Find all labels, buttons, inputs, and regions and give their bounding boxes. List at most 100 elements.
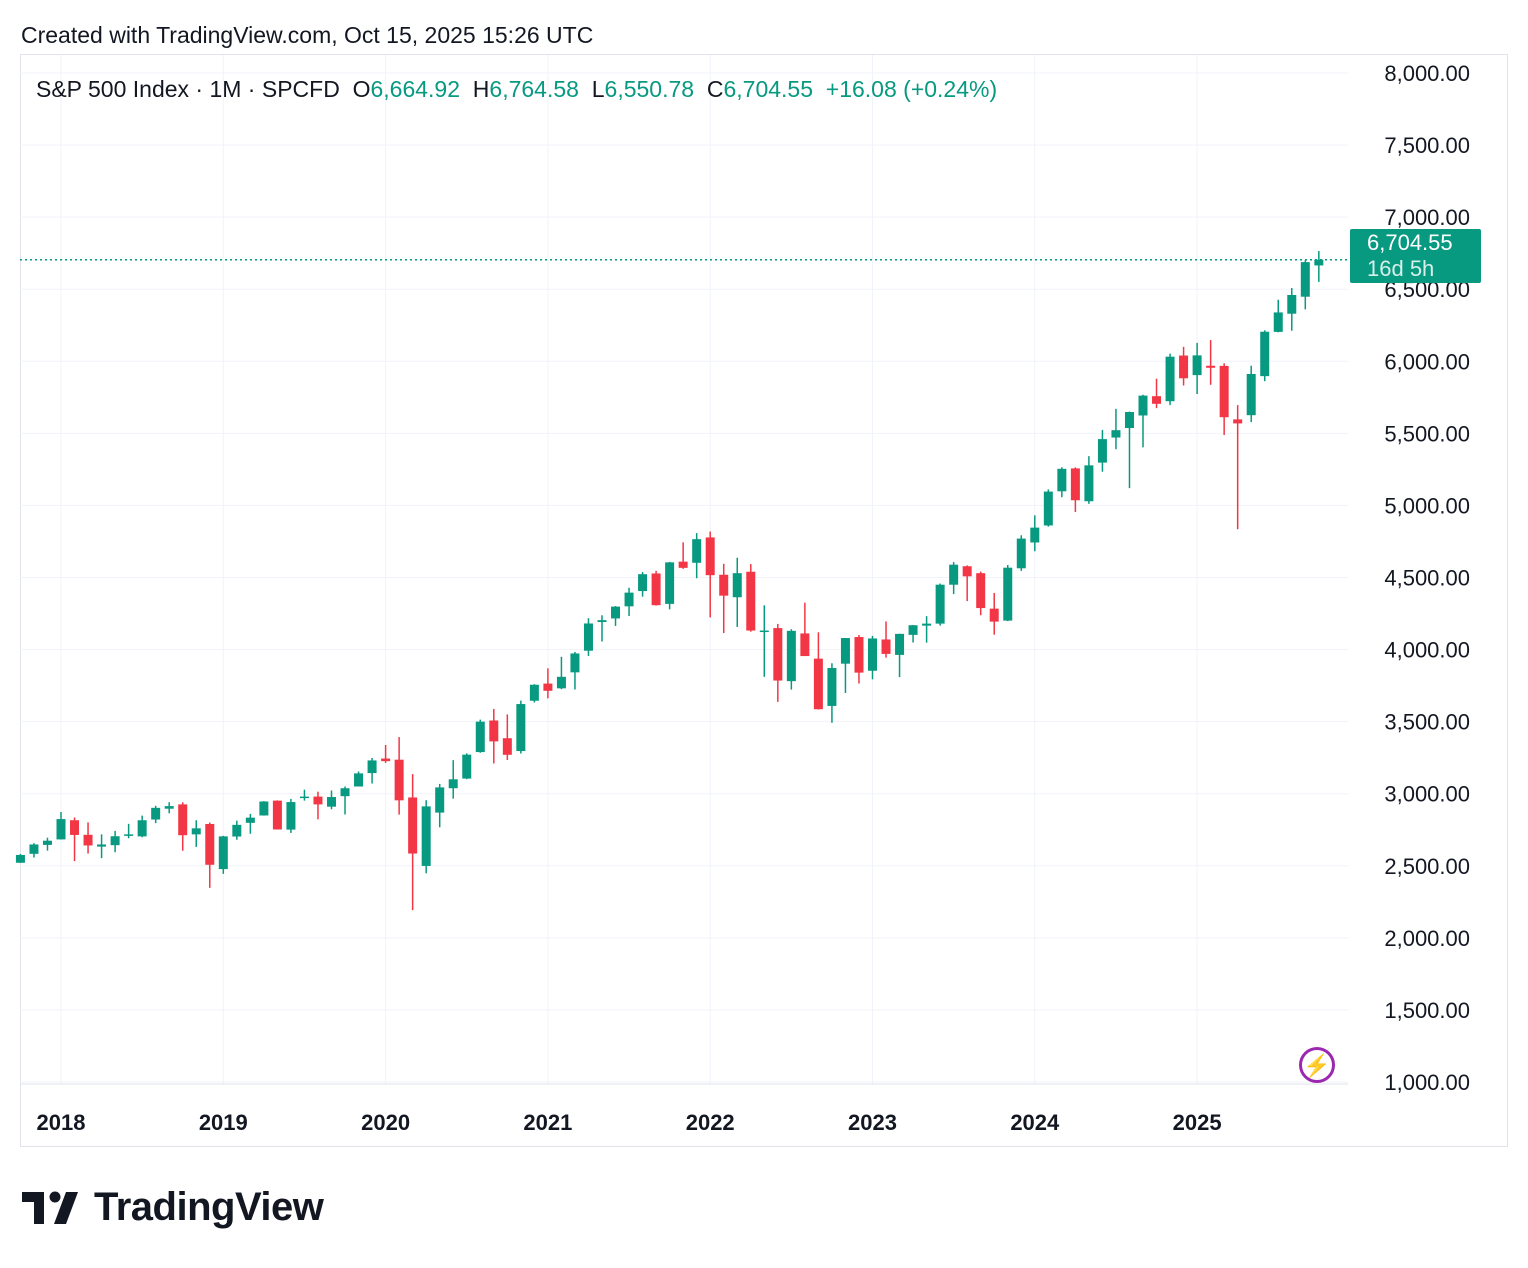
- x-tick-label: 2018: [37, 1110, 86, 1135]
- candle-body: [1165, 356, 1175, 402]
- candle-body: [949, 564, 959, 585]
- candle-body: [732, 573, 742, 598]
- last-price-label: 6,704.55 16d 5h: [1350, 229, 1481, 283]
- y-tick-label: 4,500.00: [1384, 566, 1470, 591]
- y-tick-label: 1,500.00: [1384, 998, 1470, 1023]
- candle-body: [922, 623, 932, 626]
- candle-body: [976, 573, 986, 609]
- candle-body: [435, 787, 445, 813]
- candle-body: [1097, 439, 1107, 463]
- candle-body: [232, 824, 242, 837]
- candle-body: [42, 840, 52, 845]
- candle-body: [97, 844, 107, 847]
- x-tick-label: 2020: [361, 1110, 410, 1135]
- bar-countdown: 16d 5h: [1367, 256, 1435, 281]
- candle-body: [1111, 430, 1121, 438]
- low-value: 6,550.78: [604, 76, 695, 102]
- candle-body: [868, 638, 877, 671]
- change-value: +16.08 (+0.24%): [825, 76, 998, 102]
- candle-body: [15, 854, 25, 863]
- candle-body: [624, 592, 634, 607]
- chart-frame: [20, 54, 1508, 1147]
- y-tick-label: 6,000.00: [1384, 349, 1470, 374]
- candle-body: [1003, 567, 1013, 621]
- candle-body: [327, 797, 336, 807]
- candle-body: [1016, 538, 1026, 569]
- y-tick-label: 1,000.00: [1384, 1070, 1470, 1095]
- ohlc-legend: S&P 500 Index · 1M · SPCFD O6,664.92 H6,…: [36, 76, 997, 103]
- candle-body: [1070, 468, 1080, 501]
- candle-body: [597, 620, 607, 623]
- candle-body: [827, 668, 837, 706]
- candle-body: [381, 758, 391, 762]
- candle-body: [56, 819, 66, 840]
- y-tick-label: 7,000.00: [1384, 205, 1470, 230]
- candle-body: [272, 800, 282, 830]
- low-label: L: [591, 76, 605, 102]
- y-tick-label: 3,500.00: [1384, 710, 1470, 735]
- y-tick-label: 7,500.00: [1384, 133, 1470, 158]
- candle-body: [665, 562, 675, 604]
- candle-body: [583, 623, 593, 651]
- high-value: 6,764.58: [489, 76, 579, 102]
- candle-body: [124, 834, 134, 836]
- x-tick-label: 2025: [1173, 1110, 1222, 1135]
- brand-name: TradingView: [94, 1185, 324, 1229]
- candle-body: [773, 628, 783, 681]
- candle-body: [908, 625, 918, 635]
- y-tick-label: 4,000.00: [1384, 638, 1470, 663]
- candle-body: [529, 684, 539, 701]
- candle-body: [70, 820, 80, 835]
- candle-body: [611, 606, 621, 619]
- candle-body: [475, 721, 485, 753]
- candle-body: [448, 779, 458, 789]
- candle-body: [110, 836, 120, 846]
- candle-body: [556, 676, 566, 689]
- candle-body: [692, 539, 702, 563]
- candle-body: [1124, 412, 1134, 429]
- candle-body: [854, 637, 864, 673]
- candle-body: [421, 806, 431, 866]
- last-price: 6,704.55: [1367, 230, 1453, 255]
- candle-body: [543, 683, 553, 691]
- candle-body: [813, 658, 823, 710]
- candle-body: [678, 561, 688, 568]
- candle-body: [895, 633, 905, 655]
- candle-body: [408, 797, 418, 854]
- x-tick-label: 2023: [848, 1110, 897, 1135]
- candle-body: [245, 817, 255, 823]
- candle-body: [218, 836, 228, 870]
- open-label: O: [352, 76, 371, 102]
- candle-body: [1246, 373, 1256, 416]
- candle-body: [205, 823, 215, 865]
- candle-body: [719, 574, 729, 596]
- candle-body: [1152, 396, 1162, 404]
- candle-body: [935, 584, 945, 624]
- candle-body: [299, 796, 309, 799]
- candle-body: [705, 537, 715, 576]
- candle-body: [1206, 365, 1216, 368]
- y-tick-label: 5,000.00: [1384, 493, 1470, 518]
- candle-body: [1138, 395, 1148, 416]
- candle-body: [1192, 355, 1202, 376]
- x-tick-label: 2024: [1010, 1110, 1060, 1135]
- candle-body: [462, 754, 472, 779]
- symbol-label[interactable]: S&P 500 Index · 1M · SPCFD: [36, 76, 340, 102]
- candle-body: [137, 820, 147, 837]
- candle-body: [489, 720, 499, 742]
- candle-body: [1233, 419, 1243, 424]
- close-label: C: [706, 76, 724, 102]
- candle-body: [83, 834, 93, 846]
- y-tick-label: 3,000.00: [1384, 782, 1470, 807]
- candle-body: [570, 653, 580, 673]
- lightning-icon[interactable]: ⚡: [1299, 1047, 1335, 1083]
- candle-body: [1084, 465, 1094, 502]
- candle-body: [1273, 312, 1283, 332]
- candle-body: [1057, 468, 1067, 492]
- candle-body: [164, 806, 174, 809]
- candle-body: [516, 704, 526, 752]
- candle-body: [354, 773, 364, 787]
- candle-body: [367, 760, 377, 774]
- candle-body: [638, 574, 648, 592]
